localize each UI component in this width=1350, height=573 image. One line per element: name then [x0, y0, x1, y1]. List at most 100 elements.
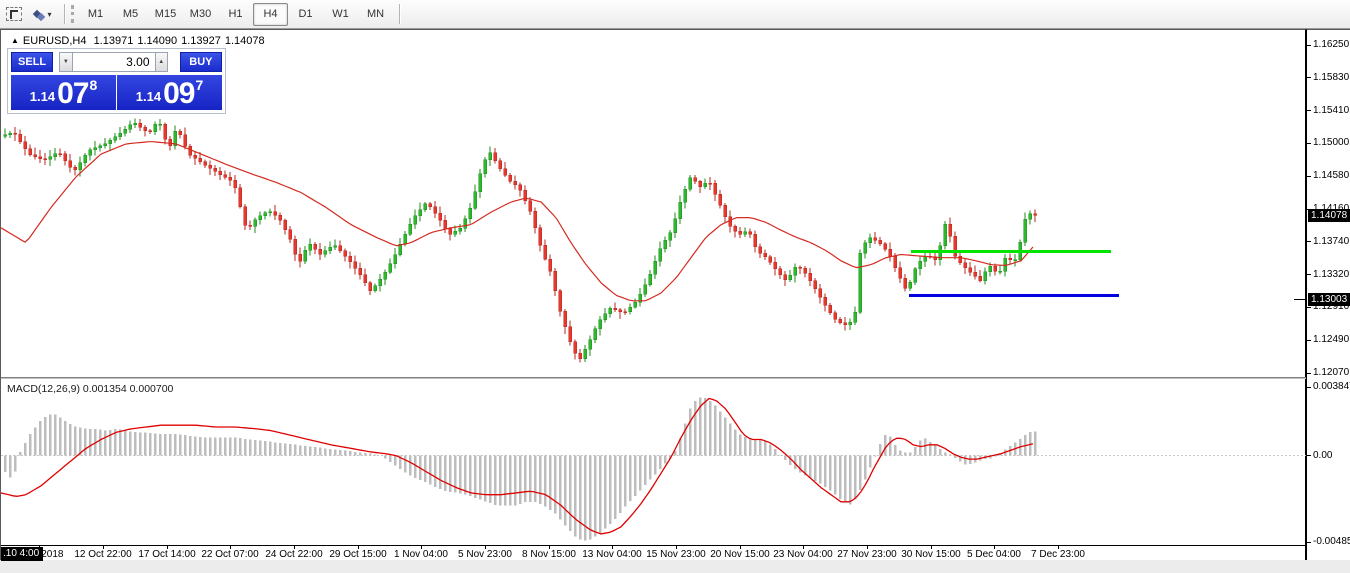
- price-chart-plot[interactable]: [1, 31, 1306, 377]
- time-axis-tick: [803, 545, 804, 549]
- candlestick: [823, 296, 827, 306]
- candlestick: [393, 254, 397, 264]
- candlestick: [678, 201, 682, 219]
- macd-histogram-bar: [184, 435, 187, 456]
- volume-decrease-button[interactable]: ▼: [59, 52, 73, 72]
- price-axis-label: 1.15830: [1313, 71, 1350, 83]
- candlestick: [78, 162, 82, 171]
- candlestick: [883, 243, 887, 250]
- macd-histogram-bar: [699, 397, 702, 456]
- ohlc-close: 1.14078: [224, 35, 265, 47]
- macd-histogram-bar: [884, 435, 887, 456]
- timeframe-buttons: M1 M5 M15 M30 H1 H4 D1 W1 MN: [78, 2, 393, 26]
- volume-increase-button[interactable]: ▲: [154, 52, 168, 72]
- macd-histogram-bar: [599, 455, 602, 533]
- macd-histogram-bar: [629, 455, 632, 502]
- macd-histogram-bar: [819, 455, 822, 484]
- macd-histogram-bar: [169, 434, 172, 456]
- direction-up-icon: ▲: [11, 36, 19, 45]
- candlestick: [143, 126, 147, 132]
- macd-axis-tick: [1307, 455, 1311, 456]
- candlestick: [583, 349, 587, 359]
- candlestick: [593, 328, 597, 341]
- macd-histogram-bar: [29, 434, 32, 456]
- candlestick: [83, 155, 87, 163]
- macd-axis-tick: [1307, 541, 1311, 543]
- candlestick: [643, 284, 647, 295]
- macd-histogram-bar: [399, 455, 402, 470]
- time-axis-tick: [931, 545, 932, 549]
- timeframe-button-h4[interactable]: H4: [253, 2, 288, 26]
- candlestick: [763, 252, 767, 257]
- ohlc-open: 1.13971: [93, 35, 134, 47]
- time-axis-label: 12 Oct 22:00: [74, 549, 132, 560]
- chart-window[interactable]: ▲ EURUSD,H4 1.13971 1.14090 1.13927 1.14078 …: [0, 29, 1350, 561]
- timeframe-button-m5[interactable]: M5: [122, 7, 139, 20]
- macd-histogram-bar: [519, 455, 522, 504]
- macd-histogram-bar: [574, 455, 577, 537]
- candlestick: [63, 153, 67, 161]
- templates-icon[interactable]: [4, 5, 24, 23]
- macd-histogram-bar: [564, 455, 567, 526]
- macd-histogram-bar: [329, 448, 332, 456]
- macd-histogram-bar: [204, 437, 207, 456]
- timeframe-button-w1[interactable]: W1: [332, 7, 349, 20]
- macd-histogram-bar: [229, 437, 232, 456]
- macd-plot[interactable]: [1, 379, 1306, 545]
- macd-histogram-bar: [934, 445, 937, 456]
- sell-price-panel[interactable]: 1.14 07 8: [11, 75, 116, 110]
- timeframe-button-m1[interactable]: M1: [87, 7, 104, 20]
- price-axis-label: 1.12070: [1313, 367, 1350, 378]
- ohlc-high: 1.14090: [137, 35, 178, 47]
- macd-histogram-bar: [319, 447, 322, 456]
- candlestick: [8, 132, 12, 136]
- macd-histogram-bar: [899, 450, 902, 456]
- price-axis-tick: [1307, 44, 1311, 46]
- macd-histogram-bar: [914, 446, 917, 456]
- candlestick: [988, 265, 992, 273]
- candlestick: [378, 279, 382, 286]
- timeframe-button-mn[interactable]: MN: [366, 7, 385, 20]
- time-axis-label: 30 Nov 15:00: [901, 549, 961, 560]
- candlestick: [198, 158, 202, 163]
- candlestick: [458, 227, 462, 232]
- cycle-symbols-icon[interactable]: ▾: [28, 5, 58, 23]
- candlestick: [238, 187, 242, 207]
- buy-button[interactable]: BUY: [179, 52, 222, 72]
- candlestick: [673, 218, 677, 233]
- macd-histogram-bar: [764, 441, 767, 456]
- candlestick: [223, 174, 227, 178]
- candlestick: [633, 302, 637, 308]
- macd-histogram-bar: [294, 444, 297, 456]
- macd-histogram-bar: [14, 455, 17, 472]
- sell-button[interactable]: SELL: [11, 52, 54, 72]
- candlestick: [1013, 259, 1017, 261]
- macd-histogram-bar: [709, 401, 712, 456]
- macd-histogram-bar: [254, 439, 257, 456]
- macd-histogram-bar: [994, 455, 997, 457]
- macd-histogram-bar: [424, 455, 427, 482]
- timeframe-button-h1[interactable]: H1: [228, 7, 243, 20]
- candlestick: [628, 306, 632, 313]
- time-axis-label: 7 Dec 23:00: [1031, 549, 1085, 560]
- timeframe-button-m15[interactable]: M15: [154, 7, 177, 20]
- macd-histogram-bar: [194, 436, 197, 456]
- macd-histogram-bar: [689, 408, 692, 456]
- time-axis-label: 27 Nov 23:00: [837, 549, 897, 560]
- candlestick: [183, 134, 187, 147]
- buy-price-prefix: 1.14: [135, 89, 162, 104]
- timeframe-button-m30[interactable]: M30: [189, 7, 212, 20]
- candlestick: [738, 231, 742, 235]
- macd-histogram-bar: [89, 428, 92, 456]
- time-axis-tick: [994, 545, 995, 549]
- macd-histogram-bar: [524, 455, 527, 503]
- macd-histogram-bar: [34, 427, 37, 456]
- pane-separator[interactable]: [1, 377, 1306, 379]
- toolbar-drag-handle[interactable]: [71, 5, 74, 23]
- candlestick: [148, 130, 152, 133]
- price-axis[interactable]: 1.16250 1.15830 1.15410 1.15000 1.14580 1.141…: [1294, 29, 1350, 560]
- buy-price-panel[interactable]: 1.14 09 7: [117, 75, 222, 110]
- volume-input[interactable]: [72, 52, 155, 72]
- timeframe-button-d1[interactable]: D1: [298, 7, 313, 20]
- candlestick: [108, 139, 112, 144]
